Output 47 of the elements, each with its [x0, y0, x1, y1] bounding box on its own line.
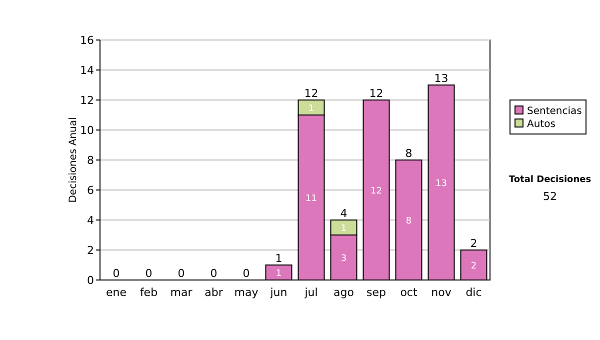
- x-tick-label: sep: [366, 286, 386, 299]
- x-tick-label: ene: [106, 286, 127, 299]
- data-label: 2: [470, 262, 477, 272]
- total-label: 0: [178, 267, 185, 280]
- x-tick-label: feb: [140, 286, 158, 299]
- y-tick-label: 14: [80, 64, 94, 77]
- legend-label: Autos: [527, 119, 556, 130]
- total-label: 0: [242, 267, 250, 280]
- data-label: 3: [340, 254, 347, 264]
- y-tick-label: 4: [87, 214, 94, 227]
- text: Total Decisiones: [508, 175, 592, 185]
- x-tick-label: oct: [400, 286, 418, 299]
- text: 52: [543, 190, 557, 203]
- data-label: 13: [436, 179, 447, 189]
- legend-label: Sentencias: [527, 106, 582, 117]
- x-tick-label: jul: [304, 286, 318, 299]
- data-label: 8: [406, 216, 412, 226]
- x-tick-label: dic: [466, 286, 482, 299]
- data-label: 12: [370, 186, 382, 196]
- x-tick-label: nov: [431, 286, 452, 299]
- data-label: 1: [276, 269, 282, 279]
- total-label: 12: [304, 87, 318, 100]
- y-tick-label: 8: [87, 154, 94, 167]
- data-label: 1: [308, 104, 314, 114]
- data-label: 11: [306, 194, 317, 204]
- total-label: 13: [434, 72, 448, 85]
- x-tick-label: mar: [170, 286, 193, 299]
- total-label: 0: [112, 267, 120, 280]
- y-tick-label: 6: [87, 184, 94, 197]
- y-tick-label: 12: [80, 94, 94, 107]
- x-tick-label: jun: [269, 286, 288, 299]
- y-tick-label: 0: [87, 274, 94, 287]
- total-label: 4: [340, 207, 348, 220]
- total-label: 8: [405, 147, 412, 160]
- x-tick-label: ago: [334, 286, 354, 299]
- total-label: 12: [369, 87, 384, 100]
- x-tick-label: may: [234, 286, 259, 299]
- y-tick-label: 2: [87, 244, 94, 257]
- data-label: 1: [340, 224, 347, 234]
- y-axis-title: Decisiones Anual: [68, 117, 79, 203]
- total-label: 1: [275, 252, 282, 265]
- x-tick-label: abr: [204, 286, 224, 299]
- total-label: 2: [470, 237, 478, 250]
- y-tick-label: 10: [80, 124, 94, 137]
- total-label: 0: [210, 267, 218, 280]
- y-tick-label: 16: [80, 34, 94, 47]
- total-label: 0: [145, 267, 152, 280]
